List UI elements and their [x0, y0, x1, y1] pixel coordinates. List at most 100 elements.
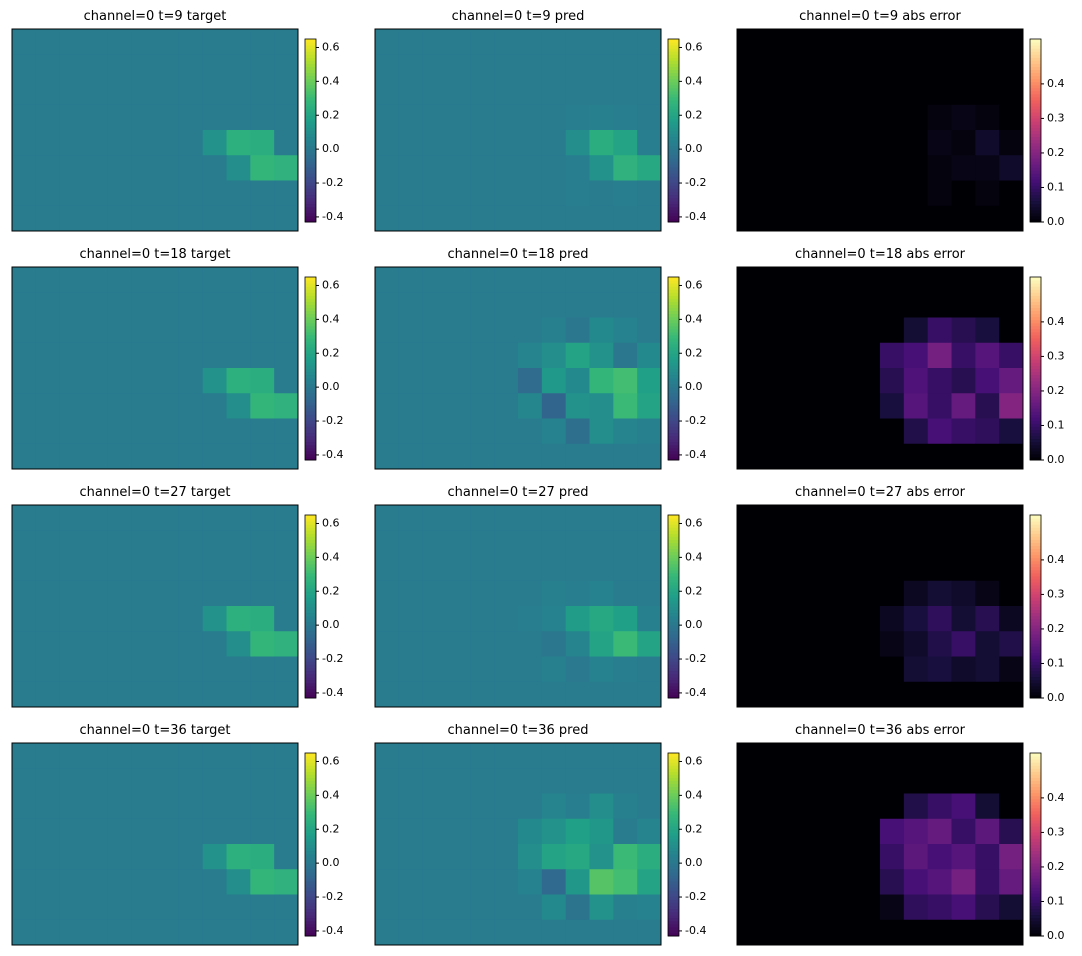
heatmap-cell [59, 155, 84, 181]
heatmap-cell [903, 818, 929, 845]
heatmap-cell [131, 919, 156, 946]
colorbar-segment [668, 536, 679, 540]
colorbar-segment [668, 212, 679, 217]
colorbar-segment [668, 658, 679, 662]
colorbar-segment [1030, 572, 1041, 577]
colorbar-segment [305, 383, 316, 388]
heatmap-cell [999, 768, 1024, 794]
heatmap-cell [470, 418, 495, 445]
colorbar-segment [1030, 865, 1041, 870]
colorbar-segment [1030, 908, 1041, 913]
heatmap-cell [832, 130, 857, 156]
heatmap-cell [927, 180, 952, 207]
colorbar-segment [668, 338, 679, 342]
heatmap-cell [35, 681, 61, 708]
colorbar-segment [1030, 920, 1041, 925]
heatmap-cell [927, 368, 952, 394]
heatmap-cell [589, 505, 614, 531]
colorbar-segment [668, 865, 679, 870]
heatmap-cell [784, 292, 809, 318]
colorbar-segment [305, 289, 316, 293]
heatmap-cell [35, 393, 61, 419]
heatmap-cell [155, 793, 180, 820]
heatmap-cell [784, 681, 809, 708]
heatmap-cell [398, 768, 424, 794]
colorbar-segment [1030, 151, 1041, 156]
heatmap-cell [737, 205, 762, 232]
heatmap-cell [808, 505, 833, 531]
heatmap-cell [131, 743, 156, 769]
colorbar-segment [1030, 627, 1041, 632]
colorbar-segment [305, 72, 316, 77]
heatmap-cell [422, 418, 447, 445]
heatmap-cell [856, 818, 881, 845]
heatmap-cell [784, 180, 809, 207]
heatmap-cell [832, 443, 857, 470]
panel-title: channel=0 t=18 pred [448, 247, 589, 262]
colorbar-segment [668, 524, 679, 528]
colorbar-segment [668, 777, 679, 781]
colorbar-segment [305, 664, 316, 668]
heatmap-cell [518, 292, 543, 318]
heatmap-cell [83, 555, 108, 582]
heatmap-cell [927, 818, 952, 845]
heatmap-cell [951, 29, 976, 55]
heatmap-cell [903, 919, 929, 946]
colorbar-segment [305, 777, 316, 781]
heatmap-cell [518, 418, 543, 445]
colorbar-segment [1030, 194, 1041, 199]
colorbar-segment [668, 582, 679, 586]
colorbar-segment [668, 588, 679, 592]
heatmap-cell [880, 793, 905, 820]
colorbar-segment [668, 399, 679, 403]
heatmap-cell [975, 793, 1000, 820]
heatmap-cell [565, 155, 590, 181]
heatmap-cell [903, 317, 929, 344]
colorbar-segment [1030, 661, 1041, 665]
heatmap-cell [541, 919, 567, 946]
heatmap-cell [737, 793, 762, 820]
heatmap-cell [784, 818, 809, 845]
heatmap-cell [107, 743, 132, 769]
heatmap-cell [470, 180, 495, 207]
heatmap-cell [155, 530, 180, 556]
heatmap-cell [613, 267, 638, 293]
colorbar-segment [668, 115, 679, 119]
heatmap-cell [760, 317, 786, 344]
heatmap-cell [178, 104, 204, 131]
heatmap-cell [975, 656, 1000, 683]
heatmap-cell [470, 393, 495, 419]
heatmap-cell [903, 54, 929, 80]
heatmap-cell [589, 743, 614, 769]
heatmap-cell [808, 681, 833, 708]
heatmap-cell [446, 606, 471, 632]
colorbar-segment [1030, 667, 1041, 672]
heatmap-cell [975, 54, 1000, 80]
heatmap-cell [398, 292, 424, 318]
colorbar-segment [1030, 127, 1041, 131]
heatmap-cell [903, 292, 929, 318]
colorbar-tick-label: 0.0 [322, 856, 340, 869]
colorbar-segment [668, 316, 679, 321]
colorbar-segment [668, 679, 679, 684]
colorbar-segment [305, 423, 316, 427]
panel-frame [736, 742, 1024, 946]
heatmap-cell [131, 869, 156, 895]
colorbar-segment [305, 615, 316, 620]
colorbar-segment [668, 759, 679, 763]
colorbar-segment [668, 551, 679, 556]
heatmap-cell [951, 793, 976, 820]
heatmap-cell [375, 54, 400, 80]
heatmap-cell [398, 104, 424, 131]
colorbar-segment [668, 218, 679, 223]
heatmap-cell [35, 130, 61, 156]
colorbar-segment [668, 142, 679, 147]
colorbar-segment [1030, 878, 1041, 882]
heatmap-cell [832, 656, 857, 683]
colorbar-segment [668, 527, 679, 531]
heatmap-cell [784, 555, 809, 582]
heatmap-cell [760, 919, 786, 946]
heatmap-cell [565, 29, 590, 55]
heatmap-cell [832, 631, 857, 657]
heatmap-cell [832, 743, 857, 769]
